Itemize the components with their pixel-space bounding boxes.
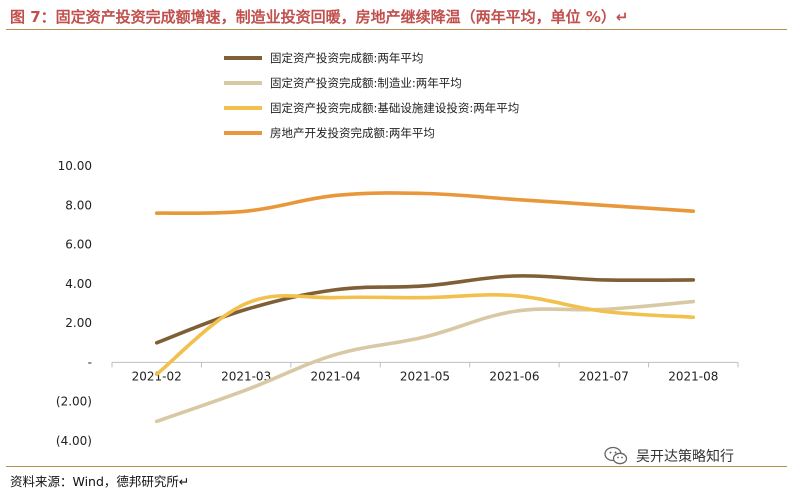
watermark: 吴开达策略知行: [604, 446, 734, 466]
series-line: [154, 274, 696, 345]
plot-area: [154, 191, 696, 424]
y-axis: 10.00 8.00 6.00 4.00 2.00 - (2.00) (4.00): [56, 159, 92, 448]
line-chart: 固定资产投资完成额:两年平均固定资产投资完成额:制造业:两年平均固定资产投资完成…: [56, 51, 739, 448]
x-tick-label: 2021-07: [579, 369, 629, 383]
series-line: [154, 191, 696, 216]
wechat-icon: [604, 446, 628, 465]
series-line: [154, 293, 696, 377]
watermark-label: 吴开达策略知行: [636, 449, 734, 465]
legend-label: 固定资产投资完成额:基础设施建设投资:两年平均: [270, 101, 519, 115]
source-divider: [6, 466, 787, 467]
y-tick-label: (2.00): [56, 395, 92, 409]
x-tick-label: 2021-08: [668, 369, 718, 383]
x-tick-label: 2021-03: [221, 369, 271, 383]
y-tick-label: 4.00: [65, 277, 92, 291]
x-tick-label: 2021-04: [311, 369, 361, 383]
chart-title: 图 7：固定资产投资完成额增速，制造业投资回暖，房地产继续降温（两年平均，单位 …: [10, 8, 629, 26]
chart-legend: 固定资产投资完成额:两年平均固定资产投资完成额:制造业:两年平均固定资产投资完成…: [224, 51, 519, 140]
y-tick-label: 8.00: [65, 198, 92, 212]
legend-label: 固定资产投资完成额:两年平均: [270, 51, 423, 65]
series-line: [154, 299, 696, 424]
y-tick-label: 10.00: [58, 159, 92, 173]
legend-label: 房地产开发投资完成额:两年平均: [270, 126, 435, 140]
legend-label: 固定资产投资完成额:制造业:两年平均: [270, 76, 462, 90]
x-tick-label: 2021-02: [132, 369, 182, 383]
y-tick-label: -: [88, 355, 92, 369]
source-note: 资料来源：Wind，德邦研究所↵: [10, 474, 190, 489]
x-tick-label: 2021-05: [400, 369, 450, 383]
title-divider: [6, 29, 787, 30]
x-tick-label: 2021-06: [489, 369, 539, 383]
x-axis: 2021-02 2021-03 2021-04 2021-05 2021-06 2021-…: [111, 361, 739, 383]
y-tick-label: (4.00): [56, 434, 92, 448]
y-tick-label: 6.00: [65, 238, 92, 252]
y-tick-label: 2.00: [65, 316, 92, 330]
